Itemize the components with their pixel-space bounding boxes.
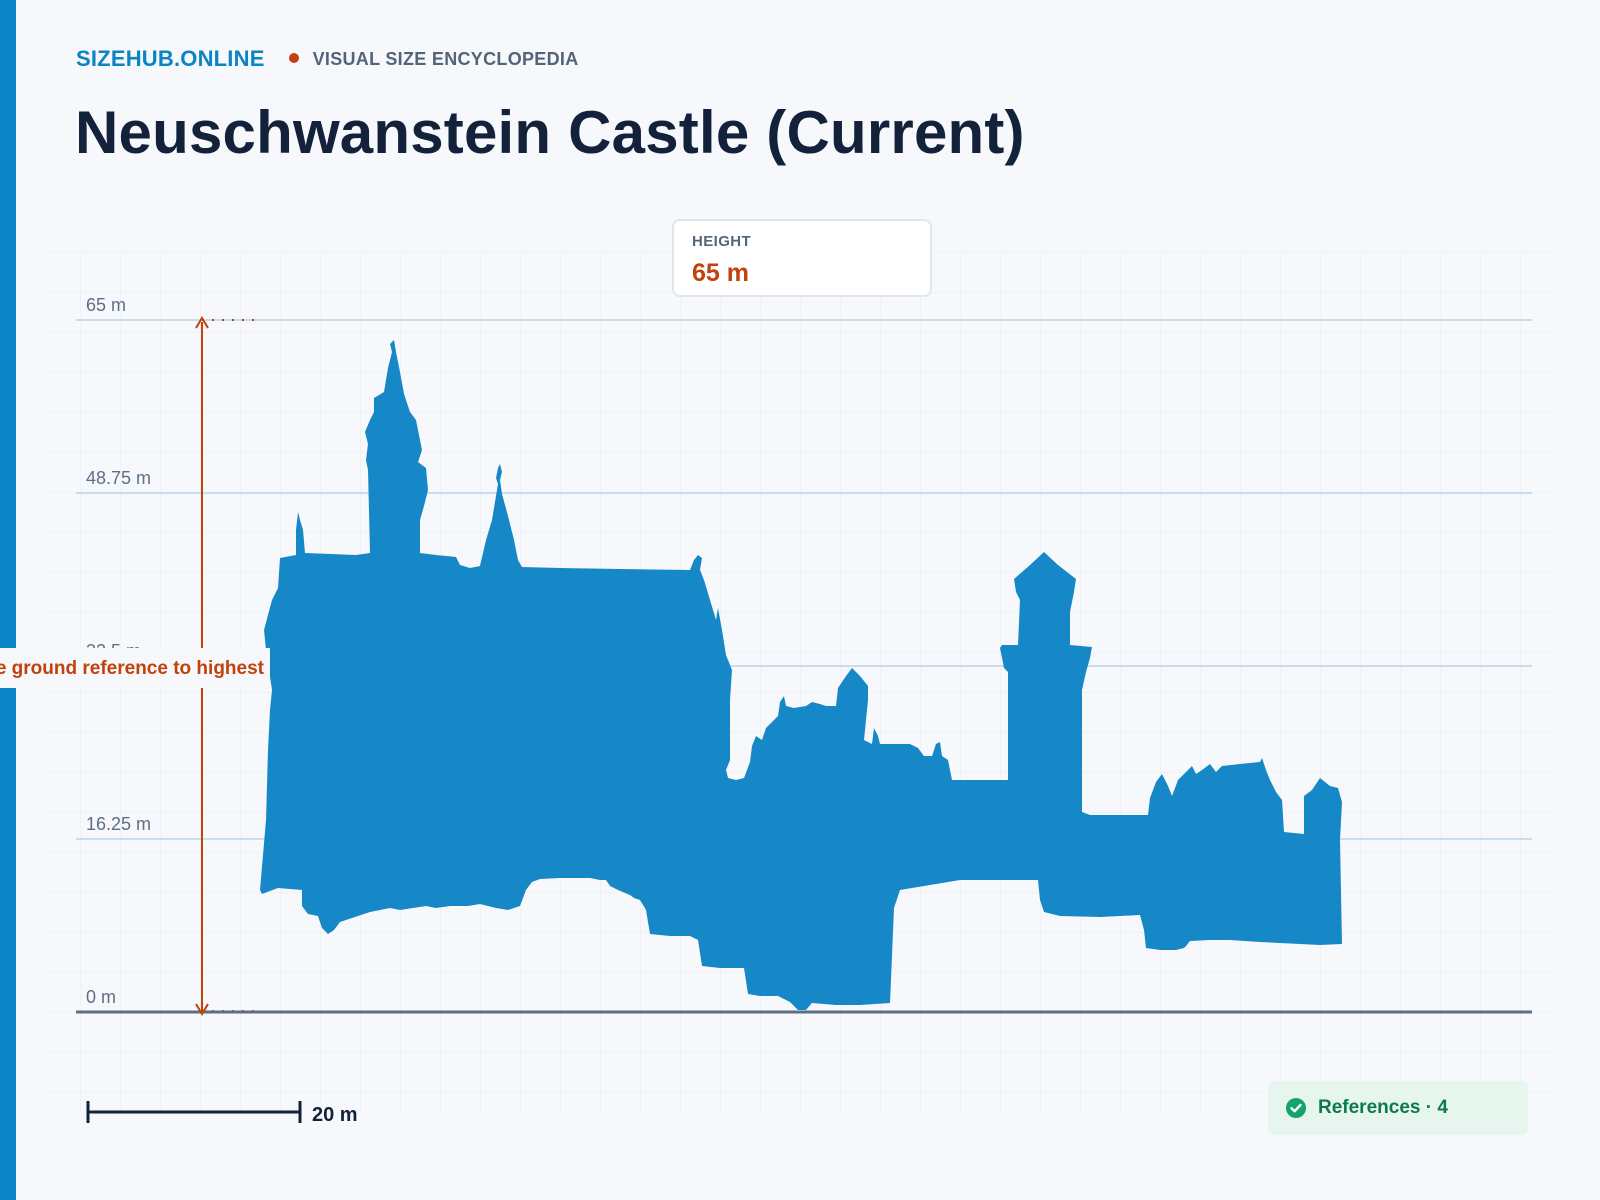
check-circle-icon [1286, 1098, 1306, 1118]
brand-row: SIZEHUB.ONLINE VISUAL SIZE ENCYCLOPEDIA [76, 46, 579, 72]
y-tick-label: 65 m [86, 295, 126, 315]
height-card-label: HEIGHT [692, 233, 752, 250]
measure-arrow-top [195, 316, 209, 329]
page-title: Neuschwanstein Castle (Current) [75, 99, 1025, 166]
references-label: References · 4 [1318, 1097, 1448, 1118]
scale-bar-label: 20 m [312, 1104, 358, 1126]
y-tick-label: 48.75 m [86, 468, 151, 488]
scale-bar: 20 m [86, 1101, 358, 1126]
brand-name[interactable]: SIZEHUB.ONLINE [76, 46, 265, 71]
references-button[interactable]: References · 4 [1268, 1081, 1528, 1135]
measure-label-background [0, 648, 270, 688]
measure-arrow-bottom [195, 1003, 209, 1016]
castle-silhouette [260, 340, 1342, 1010]
brand-separator-dot [288, 53, 299, 63]
height-measurement: From the ground reference to highest [0, 316, 270, 1016]
height-card: HEIGHT 65 m [672, 219, 932, 297]
measure-label: From the ground reference to highest [0, 658, 265, 679]
brand-tagline: VISUAL SIZE ENCYCLOPEDIA [312, 48, 579, 69]
accent-bar [0, 0, 16, 1200]
y-tick-label: 0 m [86, 987, 116, 1007]
y-tick-label: 16.25 m [86, 814, 151, 834]
height-card-value: 65 m [692, 259, 749, 287]
